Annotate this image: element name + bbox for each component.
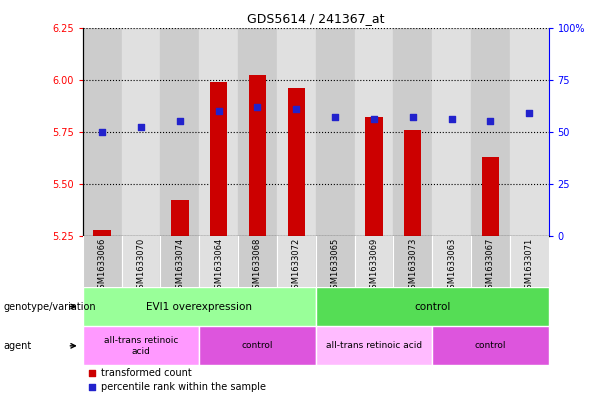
Text: all-trans retinoic
acid: all-trans retinoic acid — [104, 336, 178, 356]
Title: GDS5614 / 241367_at: GDS5614 / 241367_at — [247, 12, 384, 25]
Point — [485, 118, 495, 124]
Bar — [287, 88, 305, 236]
Text: control: control — [242, 342, 273, 350]
Bar — [277, 28, 316, 236]
Text: GSM1633065: GSM1633065 — [330, 237, 340, 294]
Text: GSM1633066: GSM1633066 — [97, 237, 107, 294]
Text: EVI1 overexpression: EVI1 overexpression — [147, 301, 252, 312]
Point — [97, 129, 107, 135]
Point — [87, 370, 97, 376]
Bar — [238, 236, 277, 287]
Point — [330, 114, 340, 120]
Bar — [83, 236, 121, 287]
Bar — [471, 236, 510, 287]
Bar — [199, 28, 238, 236]
Bar — [121, 28, 161, 236]
Bar — [404, 130, 422, 236]
Bar — [199, 326, 316, 365]
Text: GSM1633064: GSM1633064 — [214, 237, 223, 294]
Text: GSM1633067: GSM1633067 — [486, 237, 495, 294]
Bar — [471, 28, 510, 236]
Bar — [316, 28, 354, 236]
Text: GSM1633070: GSM1633070 — [137, 237, 145, 294]
Bar — [354, 28, 394, 236]
Text: GSM1633072: GSM1633072 — [292, 237, 301, 294]
Bar — [121, 236, 161, 287]
Bar — [510, 236, 549, 287]
Text: GSM1633074: GSM1633074 — [175, 237, 185, 294]
Bar — [83, 287, 316, 326]
Bar — [394, 236, 432, 287]
Point — [408, 114, 417, 120]
Bar — [394, 28, 432, 236]
Bar — [93, 230, 111, 236]
Bar — [161, 236, 199, 287]
Point — [253, 103, 262, 110]
Text: all-trans retinoic acid: all-trans retinoic acid — [326, 342, 422, 350]
Text: genotype/variation: genotype/variation — [3, 301, 96, 312]
Bar — [83, 28, 121, 236]
Text: GSM1633071: GSM1633071 — [525, 237, 534, 294]
Text: GSM1633073: GSM1633073 — [408, 237, 417, 294]
Text: percentile rank within the sample: percentile rank within the sample — [101, 382, 267, 392]
Bar — [432, 326, 549, 365]
Text: GSM1633068: GSM1633068 — [253, 237, 262, 294]
Bar — [432, 236, 471, 287]
Point — [175, 118, 185, 124]
Bar — [354, 236, 394, 287]
Bar — [432, 28, 471, 236]
Bar — [83, 326, 199, 365]
Text: agent: agent — [3, 341, 31, 351]
Bar — [365, 117, 383, 236]
Bar — [316, 326, 432, 365]
Bar — [316, 236, 354, 287]
Bar — [316, 287, 549, 326]
Point — [524, 110, 534, 116]
Point — [447, 116, 457, 122]
Bar — [249, 75, 266, 236]
Bar — [510, 28, 549, 236]
Point — [136, 124, 146, 130]
Text: GSM1633069: GSM1633069 — [370, 237, 378, 294]
Bar — [482, 157, 499, 236]
Bar — [238, 28, 277, 236]
Text: GSM1633063: GSM1633063 — [447, 237, 456, 294]
Point — [291, 106, 301, 112]
Bar — [210, 82, 227, 236]
Text: control: control — [414, 301, 451, 312]
Bar — [277, 236, 316, 287]
Bar — [161, 28, 199, 236]
Text: transformed count: transformed count — [101, 368, 192, 378]
Point — [87, 384, 97, 390]
Text: control: control — [474, 342, 506, 350]
Bar — [171, 200, 189, 236]
Point — [214, 108, 224, 114]
Point — [369, 116, 379, 122]
Bar — [199, 236, 238, 287]
